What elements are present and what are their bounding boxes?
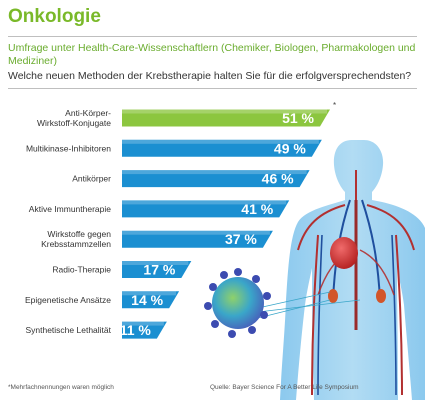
source-note: Quelle: Bayer Science For A Better Life … [210, 384, 359, 391]
category-label-7: Synthetische Lethalität [25, 325, 111, 335]
survey-subtitle: Umfrage unter Health-Care-Wissenschaftle… [8, 42, 416, 67]
bar-sheen-2 [122, 170, 307, 175]
category-label-2: Antikörper [72, 174, 111, 184]
question-divider [8, 88, 417, 89]
bar-7 [122, 321, 167, 339]
title-divider [8, 36, 417, 37]
value-label-3: 41 % [241, 201, 273, 217]
survey-question: Welche neuen Methoden der Krebstherapie … [8, 70, 412, 82]
category-label-4: Wirkstoffe gegen Krebsstammzellen [41, 229, 111, 249]
bar-0 [122, 109, 330, 127]
value-label-6: 14 % [131, 292, 163, 308]
category-label-0: Anti-Körper-Wirkstoff-Konjugate [37, 108, 111, 128]
left-kidney-icon [328, 289, 338, 303]
category-label-6: Epigenetische Ansätze [25, 295, 111, 305]
value-label-2: 46 % [262, 171, 294, 187]
bar-sheen-0 [122, 109, 327, 114]
bar-1 [122, 139, 322, 157]
bar-sheen-4 [122, 230, 270, 235]
bar-sheen-5 [122, 261, 189, 265]
bars-layer: 51 % Anti-Körper-Wirkstoff-Konjugate 49 % M… [25, 108, 330, 339]
value-label-1: 49 % [274, 140, 306, 156]
heart-icon [330, 237, 358, 269]
category-label-3: Aktive Immuntherapie [29, 204, 111, 214]
right-kidney-icon [376, 289, 386, 303]
page-title: Onkologie [8, 6, 101, 27]
category-label-5: Radio-Therapie [52, 265, 111, 275]
value-label-5: 17 % [143, 262, 175, 278]
bar-4 [122, 230, 273, 248]
tumor-cell-icon [204, 268, 271, 338]
bar-3 [122, 200, 290, 218]
bar-6 [122, 291, 180, 309]
footnote: *Mehrfachnennungen waren möglich [8, 384, 114, 391]
bar-sheen-1 [122, 139, 319, 144]
bar-5 [122, 261, 192, 278]
bar-sheen-6 [122, 291, 177, 296]
value-label-0: 51 % [282, 110, 314, 126]
bar-2 [122, 170, 310, 188]
value-label-7: 11 % [120, 322, 152, 338]
category-label-1: Multikinase-Inhibitoren [26, 143, 111, 153]
human-body-illustration [257, 140, 425, 400]
value-label-4: 37 % [225, 231, 257, 247]
bar-sheen-7 [122, 321, 164, 326]
bar-sheen-3 [122, 200, 287, 205]
multiple-answers-asterisk: * [333, 101, 337, 110]
